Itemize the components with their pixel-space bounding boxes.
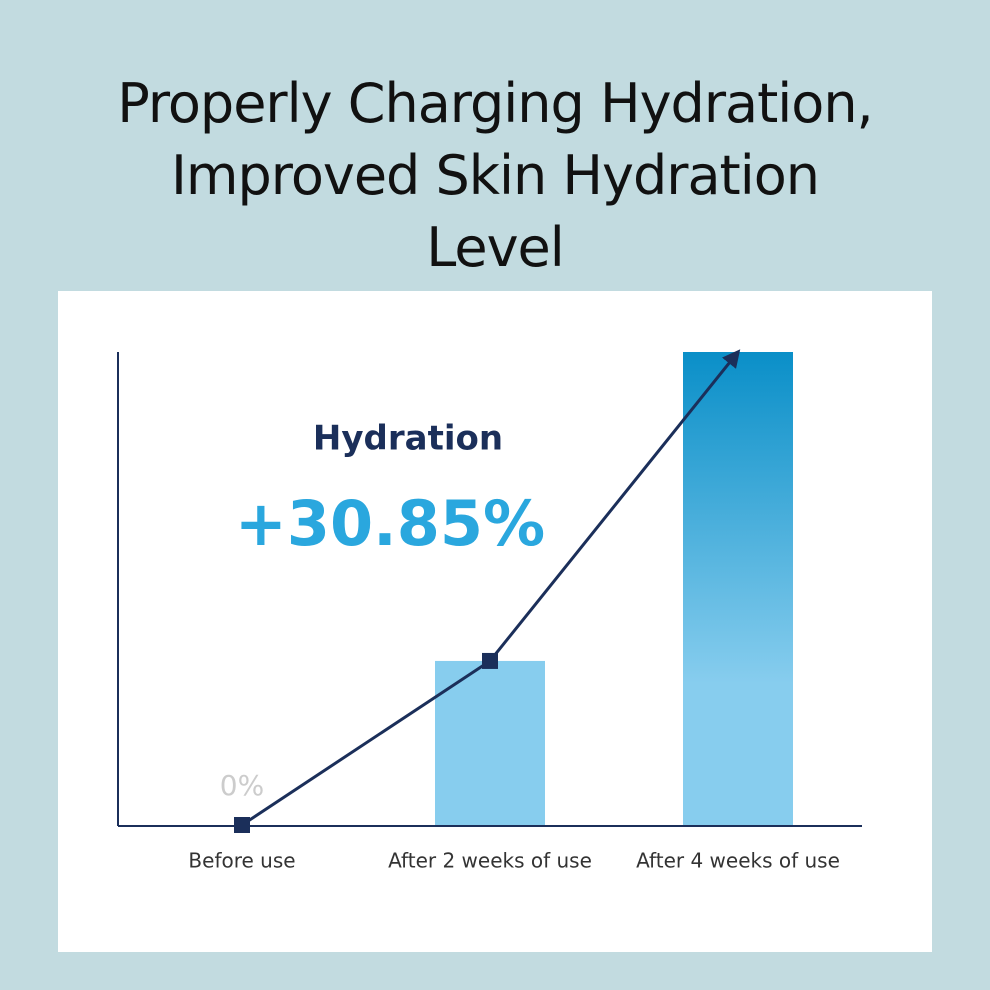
- chart-title: Properly Charging Hydration, Improved Sk…: [117, 72, 873, 279]
- annotation: Hydration: [313, 419, 503, 459]
- x-tick-label: After 2 weeks of use: [388, 849, 592, 873]
- bar: [435, 660, 545, 825]
- trend-point: [482, 652, 498, 669]
- value-label: +30.85%: [235, 487, 545, 560]
- value-label: 0%: [220, 769, 264, 802]
- bar: [683, 352, 793, 825]
- x-tick-label: After 4 weeks of use: [636, 849, 840, 873]
- trend-point: [234, 817, 250, 833]
- x-tick-label: Before use: [188, 849, 295, 873]
